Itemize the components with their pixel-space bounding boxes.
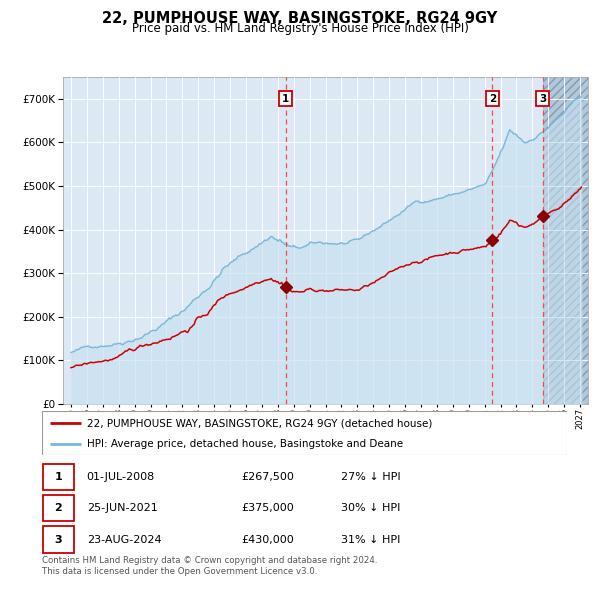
Text: 27% ↓ HPI: 27% ↓ HPI bbox=[341, 472, 401, 482]
Text: £430,000: £430,000 bbox=[241, 535, 294, 545]
Text: 22, PUMPHOUSE WAY, BASINGSTOKE, RG24 9GY: 22, PUMPHOUSE WAY, BASINGSTOKE, RG24 9GY bbox=[103, 11, 497, 25]
Text: £375,000: £375,000 bbox=[241, 503, 294, 513]
Text: Price paid vs. HM Land Registry's House Price Index (HPI): Price paid vs. HM Land Registry's House … bbox=[131, 22, 469, 35]
Text: 25-JUN-2021: 25-JUN-2021 bbox=[86, 503, 157, 513]
Text: 01-JUL-2008: 01-JUL-2008 bbox=[86, 472, 155, 482]
Bar bbox=[542, 77, 588, 404]
Text: 31% ↓ HPI: 31% ↓ HPI bbox=[341, 535, 401, 545]
Bar bbox=[43, 495, 74, 522]
Text: 23-AUG-2024: 23-AUG-2024 bbox=[86, 535, 161, 545]
Bar bbox=[43, 464, 74, 490]
Text: 1: 1 bbox=[282, 94, 289, 103]
Text: 2: 2 bbox=[489, 94, 496, 103]
Text: 30% ↓ HPI: 30% ↓ HPI bbox=[341, 503, 401, 513]
Text: 1: 1 bbox=[55, 472, 62, 482]
Text: Contains HM Land Registry data © Crown copyright and database right 2024.: Contains HM Land Registry data © Crown c… bbox=[42, 556, 377, 565]
Bar bbox=[542, 77, 588, 404]
Text: 3: 3 bbox=[539, 94, 546, 103]
Text: This data is licensed under the Open Government Licence v3.0.: This data is licensed under the Open Gov… bbox=[42, 567, 317, 576]
Text: HPI: Average price, detached house, Basingstoke and Deane: HPI: Average price, detached house, Basi… bbox=[86, 438, 403, 448]
Text: 22, PUMPHOUSE WAY, BASINGSTOKE, RG24 9GY (detached house): 22, PUMPHOUSE WAY, BASINGSTOKE, RG24 9GY… bbox=[86, 418, 432, 428]
Text: 2: 2 bbox=[55, 503, 62, 513]
Text: £267,500: £267,500 bbox=[241, 472, 295, 482]
Bar bbox=[43, 526, 74, 553]
Text: 3: 3 bbox=[55, 535, 62, 545]
